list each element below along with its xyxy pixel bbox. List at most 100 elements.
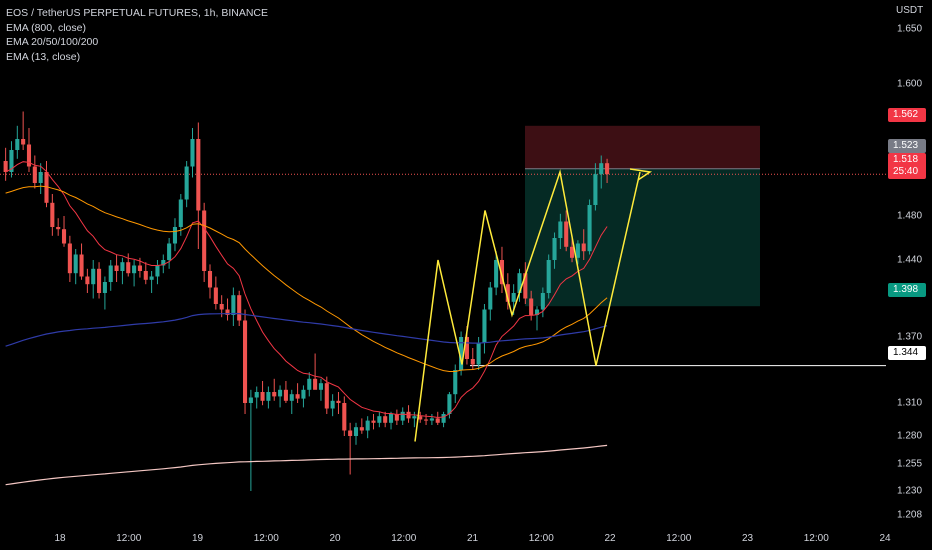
candle	[581, 229, 586, 260]
candle	[564, 210, 569, 252]
ema-13-indicator[interactable]: EMA (13, close)	[6, 50, 81, 63]
candle	[248, 389, 253, 491]
candle	[213, 276, 218, 310]
candle	[67, 235, 72, 282]
time-axis-label: 12:00	[253, 533, 279, 544]
price-axis-tick: 1.255	[897, 458, 923, 469]
candle	[32, 155, 37, 189]
candle	[534, 306, 540, 331]
candle	[207, 264, 213, 299]
time-axis-label: 12:00	[528, 533, 554, 544]
candle	[120, 257, 125, 285]
horizontal-level-price: 1.344	[893, 347, 919, 358]
candle	[202, 202, 207, 282]
ema-800-line[interactable]	[5, 444, 608, 486]
candle	[459, 331, 464, 376]
candle	[132, 260, 137, 287]
candle	[21, 111, 26, 150]
candle	[102, 276, 107, 310]
candle	[441, 411, 446, 428]
candle	[348, 422, 353, 475]
candle	[266, 386, 271, 409]
candle	[85, 268, 90, 293]
candle	[196, 122, 201, 249]
candle	[161, 254, 166, 274]
candle	[231, 287, 236, 326]
candle	[155, 260, 160, 285]
candle	[377, 411, 382, 428]
time-axis-label: 12:00	[666, 533, 692, 544]
candle	[605, 158, 610, 183]
candle	[15, 125, 20, 159]
price-axis[interactable]	[886, 0, 932, 550]
candle	[388, 411, 394, 430]
candle	[453, 364, 458, 403]
price-axis-tick: 1.280	[897, 430, 923, 442]
candle	[359, 418, 364, 434]
candle	[418, 411, 423, 423]
last-price-tag: 1.518 25:40	[888, 153, 926, 179]
candle	[242, 309, 248, 414]
candle	[254, 386, 259, 409]
price-axis-tick: 1.650	[897, 23, 923, 35]
candle	[318, 378, 323, 401]
ema-13-line[interactable]	[5, 161, 608, 419]
price-axis-tick: 1.208	[897, 509, 923, 521]
ema-50-line[interactable]	[5, 185, 608, 372]
stop-loss-zone[interactable]	[525, 125, 760, 169]
candle	[272, 378, 277, 401]
horizontal-level-price-tag: 1.344	[888, 346, 926, 360]
candle	[599, 155, 604, 189]
take-profit-price-tag: 1.398	[888, 283, 926, 297]
ema-800-indicator[interactable]: EMA (800, close)	[6, 21, 86, 34]
candle	[73, 249, 78, 285]
candle	[167, 238, 172, 269]
candle	[56, 218, 61, 236]
candle	[225, 298, 230, 321]
symbol-title[interactable]: EOS / TetherUS PERPETUAL FUTURES, 1h, BI…	[6, 7, 268, 19]
candle	[593, 163, 598, 211]
time-axis-label: 23	[741, 533, 754, 544]
entry-price: 1.523	[893, 140, 919, 151]
price-axis-tick: 1.230	[897, 485, 923, 497]
candle	[494, 251, 499, 296]
candle	[435, 411, 440, 425]
time-axis-label: 18	[54, 533, 66, 544]
candle	[172, 218, 178, 252]
candle	[190, 128, 195, 178]
candle	[289, 389, 294, 414]
price-axis-tick: 1.480	[897, 210, 923, 222]
candle	[278, 385, 283, 408]
candle	[61, 216, 67, 247]
candle	[3, 147, 8, 181]
candle	[552, 232, 557, 269]
candle	[237, 290, 242, 326]
candle	[400, 407, 405, 425]
candle	[546, 254, 551, 299]
time-axis-label: 24	[879, 533, 891, 544]
candle	[476, 337, 481, 370]
candle	[260, 381, 265, 406]
candle	[50, 194, 55, 236]
candle	[283, 381, 288, 403]
last-price: 1.518	[893, 154, 919, 165]
price-axis-tick: 1.600	[897, 78, 923, 90]
time-axis-label: 21	[466, 533, 479, 544]
stop-loss-price-tag: 1.562	[888, 108, 926, 122]
candle	[108, 260, 113, 291]
candle	[184, 161, 189, 208]
chart-legend: EOS / TetherUS PERPETUAL FUTURES, 1h, BI…	[6, 6, 268, 64]
time-axis-label: 12:00	[391, 533, 417, 544]
ema-200-line[interactable]	[5, 312, 608, 347]
projection-path[interactable]	[414, 169, 641, 442]
candle	[429, 414, 434, 425]
candle	[505, 273, 510, 310]
candle	[587, 199, 592, 255]
entry-price-tag: 1.523	[888, 139, 926, 153]
ema-ribbon-indicator[interactable]: EMA 20/50/100/200	[6, 36, 99, 48]
candle	[9, 141, 14, 178]
candle	[482, 304, 487, 354]
candle	[295, 383, 300, 403]
candle	[353, 422, 359, 445]
